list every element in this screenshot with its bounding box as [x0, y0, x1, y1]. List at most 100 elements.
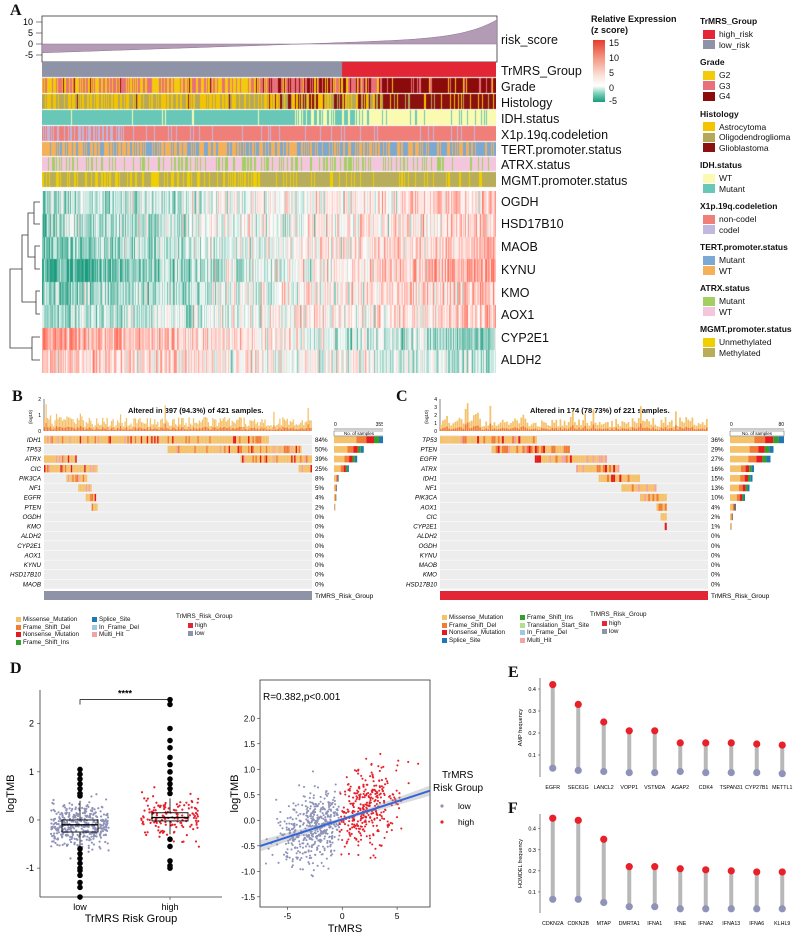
- tmb-bar: [46, 418, 49, 428]
- tmb-tick: 2: [434, 413, 437, 419]
- gene-pct: 0%: [711, 581, 721, 588]
- jitter-point: [196, 826, 199, 829]
- label-atrx-status: ATRX.status: [501, 158, 571, 172]
- scatter-point-high: [369, 797, 372, 800]
- label-codeletion: X1p.19q.codeletion: [501, 128, 609, 142]
- side-bar: [334, 455, 345, 463]
- mutation-cell: [307, 455, 310, 463]
- mutation-cell: [55, 465, 58, 473]
- lollipop-high-dot: [651, 727, 659, 735]
- mutation-cell: [70, 436, 73, 444]
- tmb-bar: [106, 417, 108, 428]
- mutation-cell: [78, 484, 80, 492]
- jitter-point: [164, 820, 167, 824]
- mutation-cell: [652, 493, 655, 502]
- gene-label-maob: MAOB: [501, 240, 538, 254]
- mutation-cell: [201, 445, 204, 454]
- tmb-bar: [256, 422, 259, 429]
- mutation-cell: [261, 445, 263, 454]
- tmb-bar: [543, 422, 545, 429]
- side-bar: [337, 474, 338, 482]
- mutation-cell: [79, 465, 82, 473]
- mutation-cell: [52, 455, 55, 463]
- tmb-bar: [198, 427, 201, 431]
- tmb-bar: [528, 426, 531, 430]
- mutation-cell: [609, 474, 612, 482]
- scatter-point-low: [312, 796, 315, 800]
- tmb-bar: [594, 428, 597, 431]
- tmb-bar: [516, 420, 519, 428]
- mutation-cell: [240, 455, 243, 463]
- scatter-point-high: [355, 823, 359, 826]
- tmb-bar: [277, 428, 280, 431]
- tmb-tick: 4: [434, 397, 437, 403]
- scatter-point-low: [321, 802, 325, 805]
- mutation-cell: [282, 455, 284, 463]
- mutation-cell: [149, 436, 152, 444]
- jitter-point: [104, 833, 107, 836]
- scatter-point-high: [340, 820, 343, 823]
- jitter-point: [74, 825, 78, 828]
- y-tick-label: 0.2: [528, 731, 536, 737]
- tmb-bar: [194, 428, 196, 431]
- scatter-point-low: [297, 803, 300, 806]
- scatter-point-low: [337, 816, 340, 819]
- jitter-point: [82, 832, 85, 835]
- scatter-point-high: [357, 786, 360, 789]
- scatter-point-low: [319, 834, 322, 837]
- tmb-bar: [285, 427, 287, 431]
- scatter-point-high: [379, 792, 382, 795]
- category-label: TSPAN31: [720, 785, 743, 791]
- mutation-cell: [81, 436, 83, 444]
- mutation-cell: [108, 436, 110, 444]
- tmb-bar: [72, 427, 74, 431]
- tmb-bar: [440, 429, 442, 431]
- gene-pct: 0%: [711, 543, 721, 550]
- scatter-point-low: [294, 838, 297, 841]
- legend-item-5-0: Mutant: [703, 255, 745, 265]
- mutation-cell: [69, 436, 71, 444]
- outlier-point: [77, 846, 83, 852]
- mutation-cell: [553, 455, 556, 463]
- tmb-bar: [569, 426, 572, 431]
- tmb-bar: [555, 419, 558, 428]
- jitter-point: [58, 844, 61, 847]
- mutation-cell: [69, 465, 71, 473]
- scatter-point-high: [347, 852, 350, 855]
- tmb-bar: [456, 427, 459, 431]
- mutation-cell: [503, 436, 506, 444]
- scatter-point-high: [378, 786, 381, 789]
- tmb-bar: [668, 422, 671, 429]
- jitter-point: [195, 817, 198, 820]
- tmb-bar: [149, 418, 151, 428]
- mutation-cell: [508, 445, 511, 454]
- gene-pct: 50%: [315, 447, 328, 454]
- tmb-bar: [666, 424, 669, 430]
- tmb-bar: [161, 418, 163, 428]
- mutation-cell: [87, 484, 89, 492]
- scatter-point-low: [316, 864, 319, 867]
- lollipop-high-dot: [702, 739, 710, 747]
- mutation-cell: [460, 436, 463, 444]
- scatter-point-low: [289, 816, 292, 819]
- tmb-bar: [249, 427, 251, 431]
- side-axis-max: 355: [376, 422, 383, 428]
- gene-label: OGDH: [22, 514, 41, 521]
- mutation-cell: [84, 484, 86, 492]
- scatter-point-high: [365, 823, 368, 826]
- scatter-point-high: [360, 774, 363, 777]
- mutation-cell: [598, 455, 601, 463]
- scatter-point-high: [364, 815, 367, 818]
- tmb-bar: [545, 422, 547, 429]
- mutation-cell: [66, 455, 68, 463]
- scatter-point-low: [300, 857, 303, 860]
- tmb-bar: [301, 427, 303, 431]
- scatter-point-low: [326, 841, 329, 844]
- scatter-point-low: [312, 803, 315, 806]
- tmb-bar: [143, 428, 146, 431]
- scatter-point-high: [386, 824, 389, 827]
- scatter-point-low: [331, 830, 334, 834]
- mutation-cell: [635, 484, 638, 492]
- tmb-bar: [510, 428, 512, 431]
- mutation-cell: [154, 436, 156, 444]
